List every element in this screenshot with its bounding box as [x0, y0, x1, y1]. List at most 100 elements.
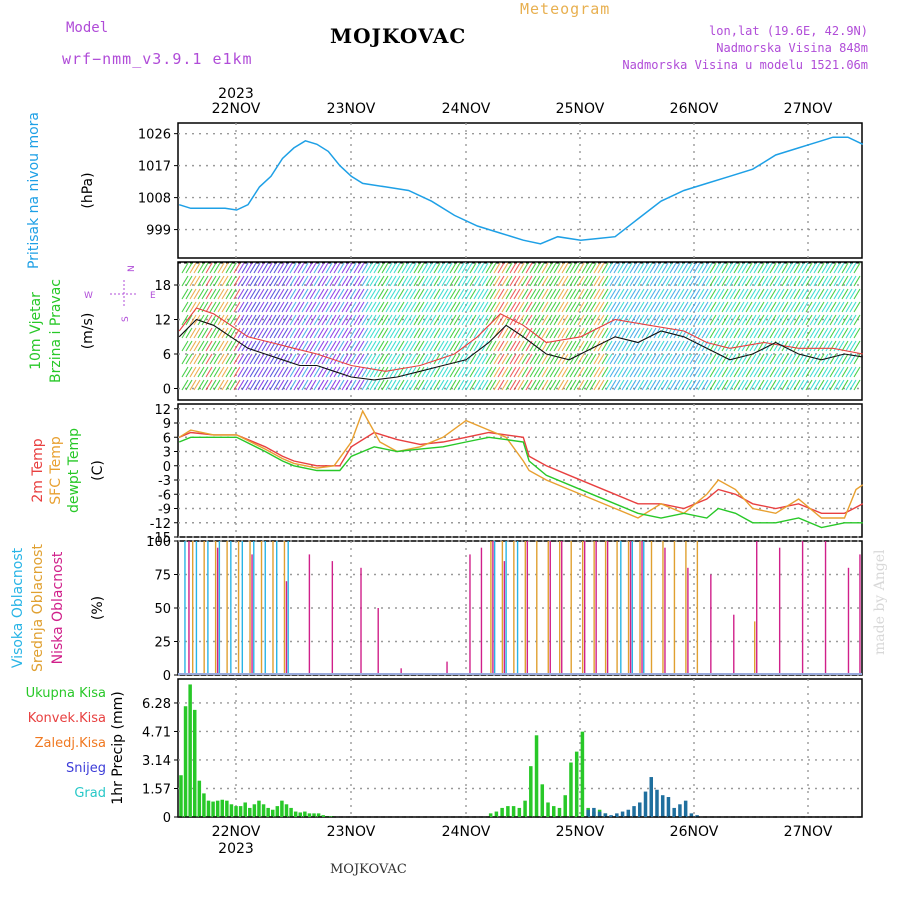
- wind-barb: [209, 327, 217, 339]
- wind-barb: [365, 379, 373, 391]
- wind-barb: [757, 301, 765, 313]
- wind-barb: [389, 275, 397, 287]
- wind-barb: [725, 340, 733, 352]
- wind-barb: [405, 314, 413, 326]
- wind-barb: [297, 327, 305, 339]
- wind-barb: [221, 314, 229, 326]
- wind-barb: [825, 366, 833, 378]
- wind-barb: [597, 314, 605, 326]
- wind-barb: [289, 314, 297, 326]
- wind-barb: [853, 275, 861, 287]
- wind-barb: [413, 327, 421, 339]
- wind-barb: [589, 353, 597, 365]
- wind-barb: [197, 379, 205, 391]
- wind-barb: [805, 288, 813, 300]
- wind-barb: [465, 379, 473, 391]
- wind-barb: [545, 288, 553, 300]
- wind-barb: [205, 353, 213, 365]
- wind-barb: [313, 340, 321, 352]
- wind-barb: [285, 301, 293, 313]
- wind-barb: [829, 366, 837, 378]
- wind-barb: [457, 379, 465, 391]
- wind-ytick-label: 18: [154, 279, 171, 294]
- precip-legend-item: Konvek.Kisa: [28, 711, 106, 726]
- wind-barb: [581, 327, 589, 339]
- wind-barb: [285, 327, 293, 339]
- wind-barb: [253, 301, 261, 313]
- wind-barb: [501, 379, 509, 391]
- wind-barb: [737, 353, 745, 365]
- wind-barb: [693, 301, 701, 313]
- wind-barb: [637, 275, 645, 287]
- wind-barb: [517, 340, 525, 352]
- wind-barb: [229, 314, 237, 326]
- wind-barb: [337, 340, 345, 352]
- wind-barb: [461, 379, 469, 391]
- wind-barb: [689, 301, 697, 313]
- wind-barb: [333, 275, 341, 287]
- wind-barb: [357, 262, 365, 274]
- wind-barb: [733, 262, 741, 274]
- wind-barb: [321, 275, 329, 287]
- wind-barb: [809, 379, 817, 391]
- wind-barb: [769, 327, 777, 339]
- wind-barb: [509, 366, 517, 378]
- wind-barb: [333, 314, 341, 326]
- wind-barb: [769, 288, 777, 300]
- wind-barb: [405, 275, 413, 287]
- precip-bar: [316, 813, 321, 817]
- wind-barb: [465, 262, 473, 274]
- wind-barb: [273, 366, 281, 378]
- wind-barb: [605, 275, 613, 287]
- wind-barb: [661, 262, 669, 274]
- wind-barb: [677, 275, 685, 287]
- wind-barb: [581, 262, 589, 274]
- wind-barb: [181, 288, 189, 300]
- wind-barb: [765, 379, 773, 391]
- wind-barb: [513, 340, 521, 352]
- wind-barb: [533, 379, 541, 391]
- wind-barb: [805, 262, 813, 274]
- wind-barb: [441, 262, 449, 274]
- wind-barb: [577, 379, 585, 391]
- wind-barb: [269, 340, 277, 352]
- wind-barb: [505, 379, 513, 391]
- wind-barb: [641, 301, 649, 313]
- wind-barb: [349, 327, 357, 339]
- wind-barb: [253, 288, 261, 300]
- wind-barb: [833, 301, 841, 313]
- wind-barb: [441, 353, 449, 365]
- wind-barb: [389, 262, 397, 274]
- wind-barb: [269, 379, 277, 391]
- wind-barb: [485, 275, 493, 287]
- precip-bar: [655, 789, 659, 817]
- wind-barb: [777, 301, 785, 313]
- wind-barb: [653, 262, 661, 274]
- wind-barb: [737, 301, 745, 313]
- wind-barb: [281, 262, 289, 274]
- wind-barb: [369, 301, 377, 313]
- wind-barb: [613, 301, 621, 313]
- wind-barb: [293, 262, 301, 274]
- wind-barb: [685, 301, 693, 313]
- wind-barb: [201, 353, 209, 365]
- wind-barb: [561, 314, 569, 326]
- wind-barb: [405, 379, 413, 391]
- wind-barb: [381, 366, 389, 378]
- wind-barb: [637, 262, 645, 274]
- wind-barb: [345, 301, 353, 313]
- wind-barb: [549, 262, 557, 274]
- wind-barb: [301, 379, 309, 391]
- wind-barb: [393, 314, 401, 326]
- wind-barb: [769, 301, 777, 313]
- wind-barb: [825, 327, 833, 339]
- wind-barb: [637, 301, 645, 313]
- wind-barb: [353, 327, 361, 339]
- wind-barb: [745, 301, 753, 313]
- wind-barb: [233, 366, 241, 378]
- wind-barb: [845, 301, 853, 313]
- wind-barb: [649, 262, 657, 274]
- wind-barb: [349, 301, 357, 313]
- wind-barb: [321, 340, 329, 352]
